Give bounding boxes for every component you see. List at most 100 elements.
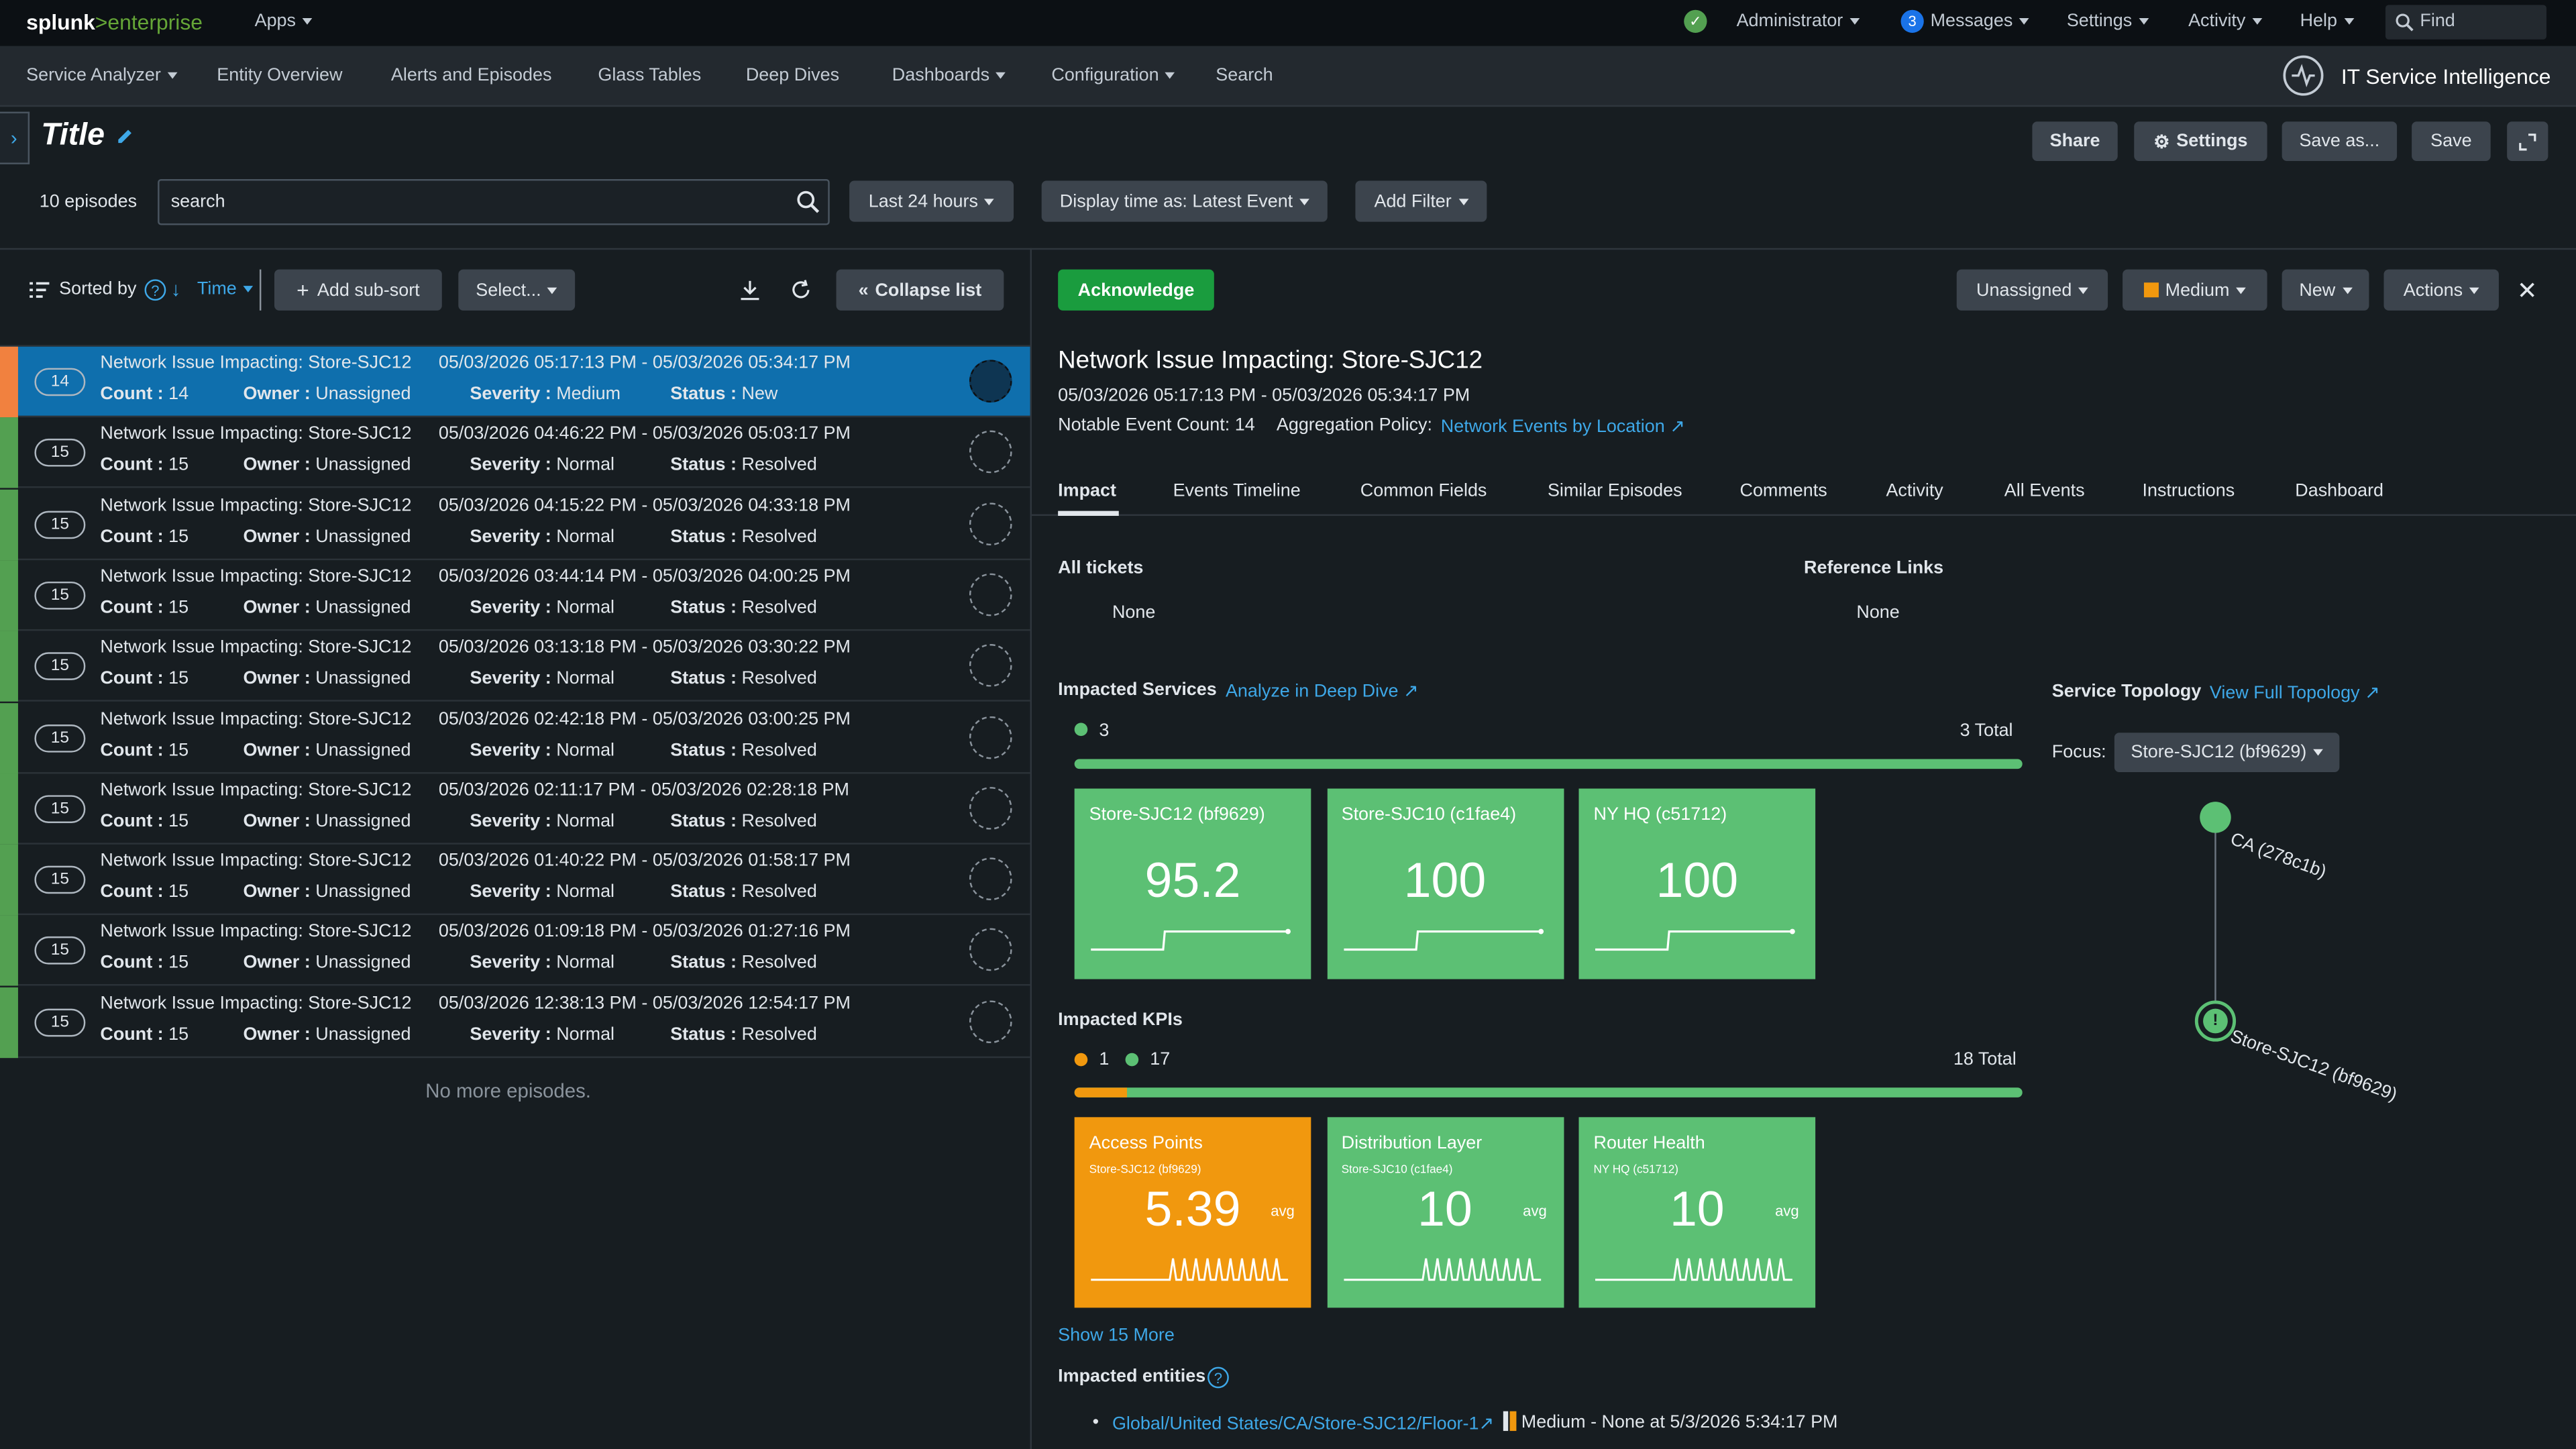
services-health-bar	[1074, 759, 2023, 769]
service-tile[interactable]: Store-SJC12 (bf9629) 95.2	[1074, 788, 1311, 979]
list-top-border	[0, 345, 1030, 347]
actions-dropdown[interactable]: Actions	[2383, 269, 2499, 311]
collapse-list-button[interactable]: « Collapse list	[836, 269, 1004, 311]
pane-divider	[1030, 248, 1032, 1449]
show-more-link[interactable]: Show 15 More	[1058, 1326, 1175, 1346]
entity-link[interactable]: Global/United States/CA/Store-SJC12/Floo…	[1112, 1413, 1494, 1434]
add-sub-sort-button[interactable]: + Add sub-sort	[274, 269, 442, 311]
nav-dashboards[interactable]: Dashboards	[892, 66, 1006, 85]
service-tile[interactable]: Store-SJC10 (c1fae4) 100	[1326, 788, 1564, 979]
episode-row[interactable]: 15 Network Issue Impacting: Store-SJC12 05…	[0, 559, 1030, 631]
share-button[interactable]: Share	[2032, 121, 2118, 162]
acknowledge-button[interactable]: Acknowledge	[1058, 269, 1214, 311]
display-time-dropdown[interactable]: Display time as: Latest Event	[1041, 180, 1328, 222]
severity-dropdown[interactable]: Medium	[2123, 269, 2267, 311]
severity-value: Normal	[556, 455, 615, 476]
tab-common-fields[interactable]: Common Fields	[1360, 481, 1487, 501]
episode-row[interactable]: 15 Network Issue Impacting: Store-SJC12 05…	[0, 987, 1030, 1058]
episode-row[interactable]: 15 Network Issue Impacting: Store-SJC12 05…	[0, 773, 1030, 845]
nav-entity-overview[interactable]: Entity Overview	[217, 65, 343, 86]
tab-activity[interactable]: Activity	[1886, 481, 1943, 501]
assignee-avatar[interactable]	[969, 786, 1012, 830]
assignee-avatar[interactable]	[969, 715, 1012, 759]
episode-owner: Owner : Unassigned	[243, 527, 411, 546]
administrator-menu[interactable]: Administrator	[1737, 11, 1860, 31]
search-input[interactable]: search	[170, 192, 225, 212]
kpi-tile[interactable]: Distribution Layer Store-SJC10 (c1fae4) 10…	[1326, 1117, 1564, 1308]
analyze-deep-dive-link[interactable]: Analyze in Deep Dive ↗	[1226, 680, 1419, 701]
episode-count: Count : 14	[100, 384, 189, 404]
kpi-tile[interactable]: Router Health NY HQ (c51712) 10 avg	[1578, 1117, 1816, 1308]
view-full-topology-link[interactable]: View Full Topology ↗	[2210, 682, 2380, 703]
help-menu[interactable]: Help	[2300, 11, 2354, 31]
find-input[interactable]: Find	[2420, 11, 2455, 32]
close-icon[interactable]: ✕	[2516, 277, 2538, 306]
edit-title-icon[interactable]	[115, 127, 134, 146]
sort-field-dropdown[interactable]: Time	[197, 279, 253, 299]
search-icon[interactable]	[797, 191, 820, 213]
save-as-button[interactable]: Save as...	[2282, 121, 2398, 162]
messages-count-badge[interactable]: 3	[1900, 9, 1924, 33]
service-tile[interactable]: NY HQ (c51712) 100	[1578, 788, 1816, 979]
refresh-icon[interactable]	[790, 279, 812, 301]
settings-menu[interactable]: Settings	[2067, 11, 2149, 31]
episode-row[interactable]: 15 Network Issue Impacting: Store-SJC12 05…	[0, 631, 1030, 702]
assignee-avatar[interactable]	[969, 360, 1012, 403]
nav-configuration[interactable]: Configuration	[1051, 66, 1175, 85]
tab-impact[interactable]: Impact	[1058, 481, 1117, 501]
kpi-tile[interactable]: Access Points Store-SJC12 (bf9629) 5.39 avg	[1074, 1117, 1311, 1308]
topology-node-ca[interactable]	[2200, 802, 2231, 833]
episode-row[interactable]: 14 Network Issue Impacting: Store-SJC12 05…	[0, 346, 1030, 418]
assignee-avatar[interactable]	[969, 644, 1012, 688]
messages-menu[interactable]: Messages	[1931, 11, 2029, 31]
assignee-avatar[interactable]	[969, 857, 1012, 901]
download-icon[interactable]	[739, 279, 761, 301]
event-count-badge: 14	[34, 368, 86, 396]
tab-comments[interactable]: Comments	[1739, 481, 1827, 501]
splunk-logo[interactable]: splunk>enterprise	[26, 10, 203, 35]
aggregation-policy-link[interactable]: Network Events by Location ↗	[1441, 416, 1685, 437]
episode-row[interactable]: 15 Network Issue Impacting: Store-SJC12 05…	[0, 916, 1030, 987]
health-status-icon[interactable]: ✓	[1684, 9, 1707, 33]
focus-dropdown[interactable]: Store-SJC12 (bf9629)	[2114, 733, 2340, 773]
owner-value: Unassigned	[315, 527, 411, 547]
assignee-avatar[interactable]	[969, 502, 1012, 545]
sort-direction-arrow-icon[interactable]: ↓	[170, 277, 181, 301]
assignee-avatar[interactable]	[969, 573, 1012, 616]
nav-deep-dives[interactable]: Deep Dives	[745, 65, 840, 86]
assignee-avatar[interactable]	[969, 928, 1012, 972]
nav-service-analyzer[interactable]: Service Analyzer	[26, 66, 177, 85]
find-box[interactable]: Find	[2385, 5, 2546, 40]
tab-dashboard[interactable]: Dashboard	[2295, 481, 2384, 501]
tab-instructions[interactable]: Instructions	[2142, 481, 2235, 501]
episode-row[interactable]: 15 Network Issue Impacting: Store-SJC12 05…	[0, 845, 1030, 916]
topology-node-focus[interactable]: !	[2194, 1000, 2237, 1042]
apps-menu[interactable]: Apps	[255, 11, 313, 31]
select-dropdown[interactable]: Select...	[458, 269, 576, 311]
help-icon[interactable]: ?	[1208, 1366, 1229, 1389]
episode-row[interactable]: 15 Network Issue Impacting: Store-SJC12 05…	[0, 417, 1030, 489]
expand-sidebar-button[interactable]: ›	[0, 111, 30, 164]
nav-alerts-and-episodes[interactable]: Alerts and Episodes	[390, 65, 552, 86]
nav-search[interactable]: Search	[1216, 65, 1273, 86]
status-dropdown[interactable]: New	[2282, 269, 2369, 311]
divider	[0, 248, 2576, 250]
status-label: Status :	[670, 384, 737, 405]
nav-glass-tables[interactable]: Glass Tables	[598, 65, 702, 86]
tab-events-timeline[interactable]: Events Timeline	[1173, 481, 1301, 501]
episode-row[interactable]: 15 Network Issue Impacting: Store-SJC12 05…	[0, 702, 1030, 773]
add-filter-dropdown[interactable]: Add Filter	[1355, 180, 1487, 222]
tab-all-events[interactable]: All Events	[2004, 481, 2085, 501]
fullscreen-button[interactable]	[2507, 121, 2548, 162]
time-range-dropdown[interactable]: Last 24 hours	[849, 180, 1014, 222]
assignee-avatar[interactable]	[969, 1000, 1012, 1043]
assignee-avatar[interactable]	[969, 431, 1012, 474]
save-button[interactable]: Save	[2412, 121, 2491, 162]
episode-row[interactable]: 15 Network Issue Impacting: Store-SJC12 05…	[0, 488, 1030, 560]
tab-similar-episodes[interactable]: Similar Episodes	[1547, 481, 1682, 501]
help-icon[interactable]: ?	[144, 279, 166, 301]
activity-menu[interactable]: Activity	[2188, 11, 2262, 31]
search-field[interactable]: search	[158, 178, 830, 225]
owner-dropdown[interactable]: Unassigned	[1956, 269, 2108, 311]
settings-button[interactable]: ⚙ Settings	[2134, 121, 2267, 162]
